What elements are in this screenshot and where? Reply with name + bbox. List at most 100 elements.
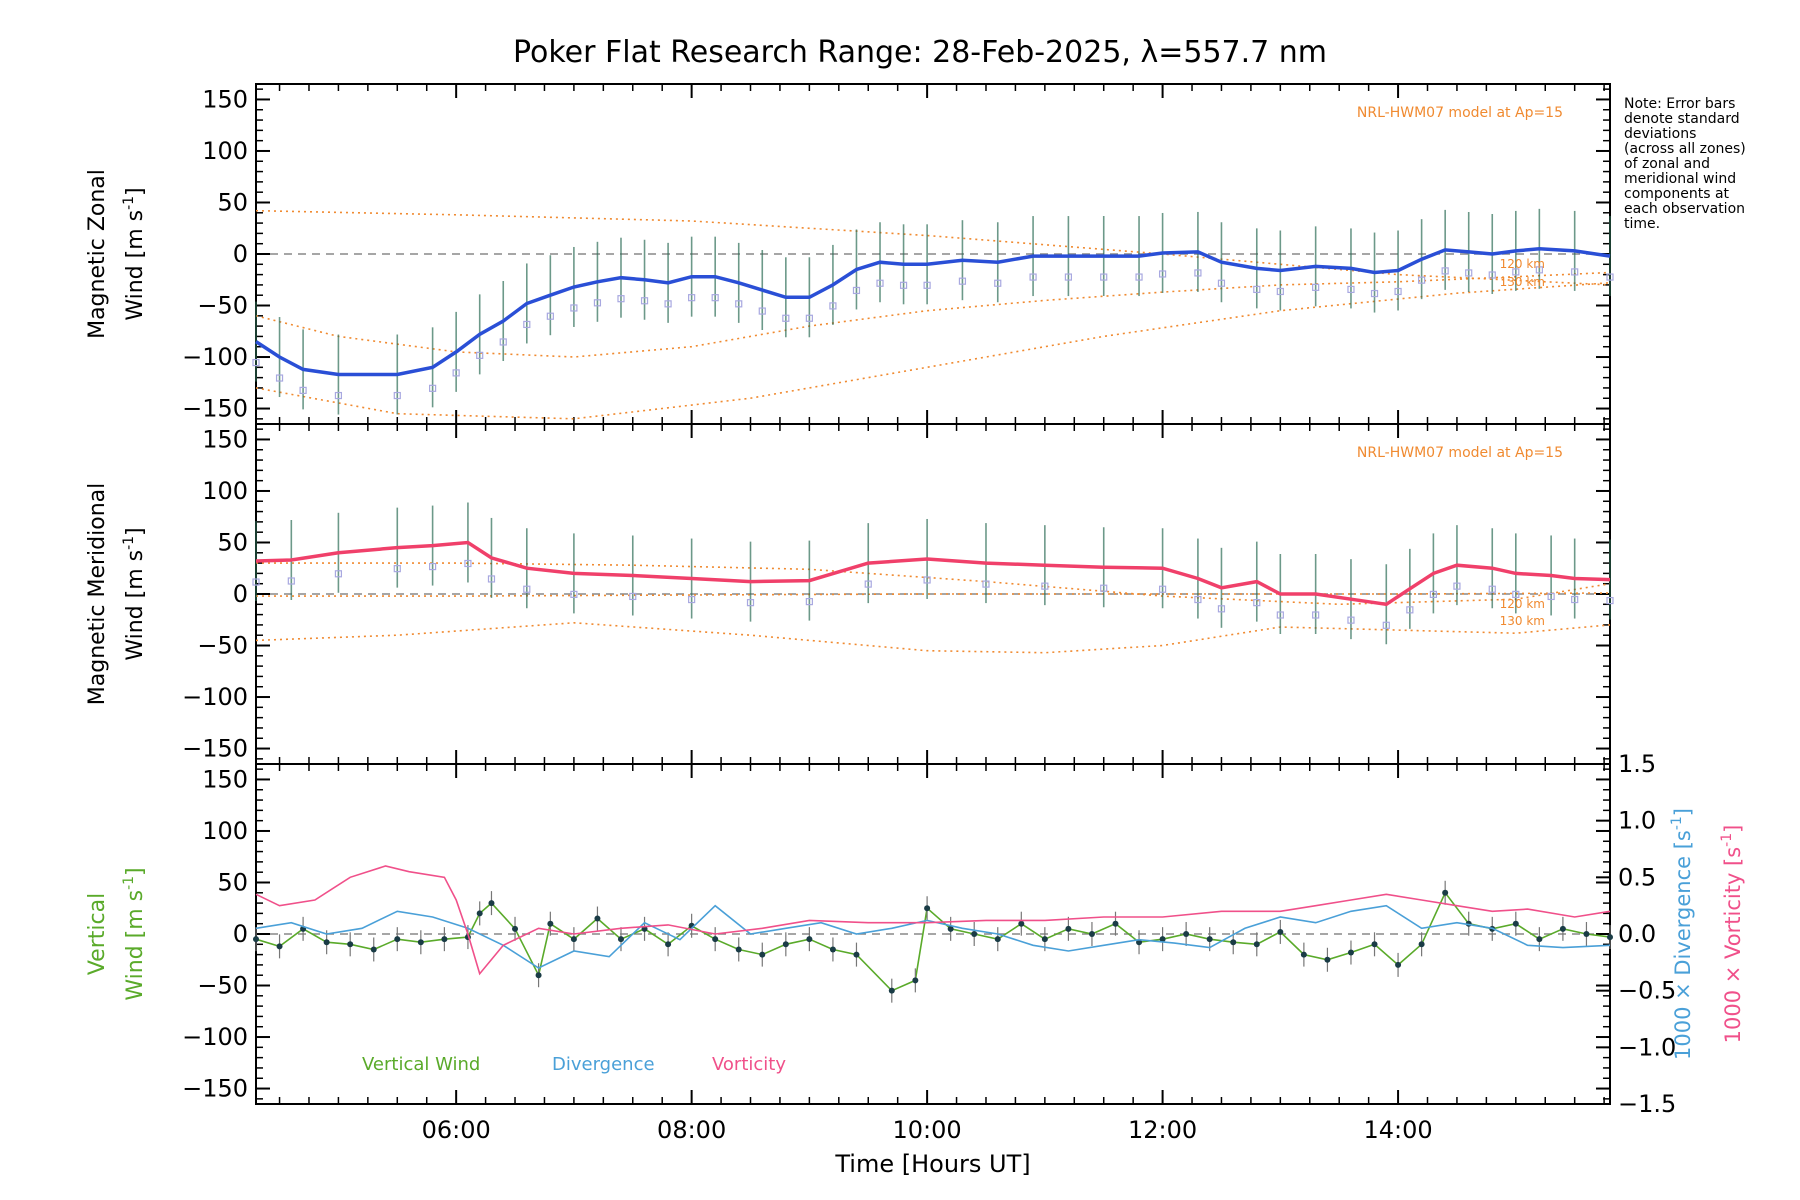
x-axis-title: Time [Hours UT]	[834, 1150, 1030, 1178]
zone-wind-marker	[499, 338, 507, 346]
zone-wind-marker	[1441, 267, 1449, 275]
vertical-wind-point	[1277, 928, 1284, 935]
vertical-wind-point	[1418, 941, 1425, 948]
divergence-y2label-sup: -1	[1669, 816, 1685, 830]
y-tick-label: −50	[197, 292, 248, 320]
zonal-ylabel-main: Wind [m s	[123, 210, 148, 321]
vertical-ylabel-line2: Wind [m s-1]	[121, 867, 148, 1000]
zone-wind-marker	[1512, 590, 1520, 598]
zone-wind-marker	[923, 576, 931, 584]
vertical-wind-point	[1607, 934, 1613, 941]
vertical-wind-point	[547, 920, 554, 927]
vertical-wind-point	[323, 939, 330, 946]
zone-wind-marker	[1347, 616, 1355, 624]
mean-wind-line	[255, 247, 1611, 377]
zone-wind-marker	[1064, 273, 1073, 281]
y-tick-label: −150	[182, 735, 248, 763]
zone-wind-marker	[1571, 595, 1579, 604]
mean-wind-line	[255, 540, 1611, 607]
zone-wind-marker	[252, 358, 260, 367]
zone-wind-marker	[275, 374, 284, 382]
zone-wind-marker	[464, 559, 472, 568]
y-tick-label: 100	[202, 817, 248, 845]
zone-wind-marker	[1194, 269, 1202, 277]
zone-wind-marker	[252, 578, 260, 586]
vertical-wind-point	[759, 951, 766, 958]
note-line: time.	[1624, 216, 1660, 232]
vertical-wind-point	[1559, 925, 1566, 932]
y-tick-label: 0	[233, 240, 248, 268]
vertical-wind-point	[853, 951, 860, 958]
zonal-model-alt-120: 120 km	[1500, 257, 1545, 271]
vertical-wind-point	[1324, 956, 1331, 963]
divergence-y2label-main: 1000 × Divergence [s	[1671, 830, 1695, 1060]
zone-wind-marker	[852, 286, 861, 295]
zone-wind-marker	[1217, 605, 1226, 613]
vertical-wind-point	[535, 972, 542, 979]
y-tick-label: 0	[233, 920, 248, 948]
vertical-wind-point	[735, 946, 742, 953]
zonal-ylabel-close: ]	[123, 187, 148, 196]
zone-wind-marker	[1253, 285, 1261, 294]
vertical-wind-point	[1136, 939, 1143, 946]
zone-wind-marker	[1158, 585, 1167, 593]
zone-wind-marker	[1571, 268, 1579, 276]
y-tick-label: −150	[182, 1075, 248, 1103]
note-line: deviations	[1624, 126, 1696, 142]
meridional-ylabel-sup: -1	[121, 536, 137, 550]
vertical-wind-point	[594, 915, 601, 922]
zonal-ylabel-line2: Wind [m s-1]	[121, 187, 148, 320]
zone-wind-marker	[1488, 271, 1496, 279]
zone-wind-marker	[299, 386, 307, 394]
vertical-wind-point	[512, 925, 519, 932]
y-tick-label: 100	[202, 137, 248, 165]
zone-wind-marker	[546, 312, 554, 320]
vertical-wind-line	[255, 891, 1611, 992]
zone-wind-marker	[864, 580, 872, 588]
y-tick-label: −100	[182, 1023, 248, 1051]
zone-wind-marker	[393, 565, 401, 573]
zone-wind-marker	[1312, 283, 1320, 291]
vertical-wind-point	[994, 936, 1001, 943]
vertical-wind-point	[924, 905, 931, 912]
meridional-model-label: NRL-HWM07 model at Ap=15	[1357, 445, 1563, 461]
zone-wind-marker	[287, 577, 295, 585]
meridional-model-alt-120: 120 km	[1500, 597, 1545, 611]
vertical-wind-point	[1300, 951, 1307, 958]
vertical-wind-point	[1112, 920, 1119, 927]
vertical-wind-point	[476, 910, 483, 917]
vertical-wind-point	[1065, 925, 1072, 932]
zone-wind-marker	[429, 562, 437, 571]
zone-wind-marker	[1453, 582, 1461, 590]
vertical-wind-point	[1347, 949, 1354, 956]
vertical-wind-point	[1583, 931, 1590, 937]
note-line: each observation	[1624, 201, 1745, 217]
error-bar-note: Note: Error bars denote standard deviati…	[1624, 96, 1746, 232]
zone-wind-marker	[994, 279, 1002, 287]
zone-wind-marker	[1606, 273, 1614, 281]
y-tick-label: 150	[202, 85, 248, 113]
zonal-model-label: NRL-HWM07 model at Ap=15	[1357, 105, 1563, 121]
meridional-ylabel-close: ]	[123, 527, 148, 536]
vertical-wind-point	[971, 931, 978, 937]
zone-wind-marker	[688, 294, 696, 302]
meridional-ylabel-main: Wind [m s	[123, 550, 148, 661]
y-tick-label: 100	[202, 477, 248, 505]
y-tick-label: 50	[217, 528, 248, 556]
zone-wind-marker	[334, 570, 343, 578]
vertical-wind-point	[782, 941, 789, 948]
vertical-wind-point	[441, 936, 448, 943]
vorticity-line	[255, 865, 1611, 976]
zone-wind-marker	[1100, 273, 1108, 281]
x-tick-label: 08:00	[657, 1116, 726, 1144]
y2-tick-label: 0.0	[1618, 920, 1656, 948]
zone-wind-marker	[1276, 287, 1284, 296]
vertical-wind-point	[1371, 941, 1378, 948]
zone-wind-marker	[1382, 621, 1390, 629]
zone-wind-marker	[805, 314, 813, 322]
x-tick-label: 10:00	[893, 1116, 962, 1144]
zone-wind-marker	[1465, 269, 1473, 277]
note-line: denote standard	[1624, 111, 1740, 127]
zone-wind-marker	[1488, 585, 1496, 593]
